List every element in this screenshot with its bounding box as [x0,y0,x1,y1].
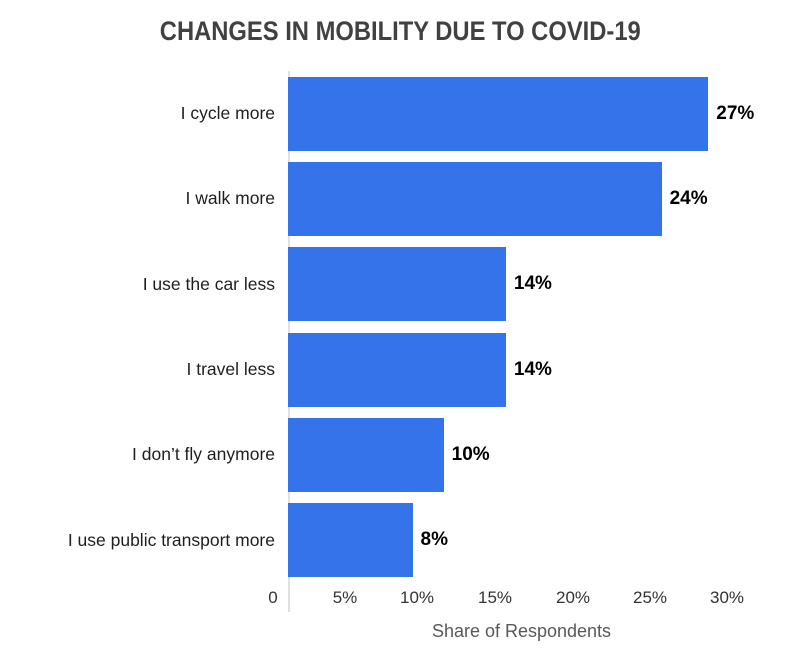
x-tick-label: 5% [332,588,358,607]
bar [288,247,506,322]
category-label: I don’t fly anymore [132,444,275,465]
category-label: I cycle more [180,103,275,124]
bar [288,503,413,578]
bar-row: I travel less 14% [0,327,800,412]
bar [288,76,709,151]
chart-title: CHANGES IN MOBILITY DUE TO COVID-19 [0,16,800,47]
value-label: 27% [716,102,755,124]
bar [288,417,444,492]
x-axis-ticks: 0 5% 10% 15% 20% 25% 30% [268,588,755,610]
category-label: I travel less [186,358,276,379]
bar-track: 14% [288,332,755,407]
chart-title-text: CHANGES IN MOBILITY DUE TO COVID-19 [159,16,641,46]
x-tick-label: 20% [555,588,591,607]
bar-row: I cycle more 27% [0,71,800,156]
x-tick-label: 0 [268,588,278,607]
bar-track: 8% [288,503,755,578]
bar-track: 24% [288,161,755,236]
x-tick-label: 15% [477,588,513,607]
bar [288,332,506,407]
bar-track: 10% [288,417,755,492]
bar-row: I don’t fly anymore 10% [0,412,800,497]
category-label: I walk more [185,188,275,209]
bar-row: I use public transport more 8% [0,497,800,582]
bar-row: I use the car less 14% [0,242,800,327]
value-label: 10% [451,443,490,465]
bar-row: I walk more 24% [0,156,800,241]
bar-track: 27% [288,76,755,151]
x-tick-label: 30% [709,588,745,607]
bar [288,161,662,236]
x-axis-label: Share of Respondents [431,621,612,641]
plot-area: I cycle more 27% I walk more 24% I use the c… [0,71,800,583]
bar-track: 14% [288,247,755,322]
x-tick-label: 10% [399,588,435,607]
value-label: 8% [420,529,448,551]
x-tick-label: 25% [632,588,668,607]
category-label: I use the car less [142,273,275,294]
value-label: 14% [513,358,552,380]
value-label: 14% [513,273,552,295]
category-label: I use public transport more [67,529,275,550]
value-label: 24% [669,187,708,209]
